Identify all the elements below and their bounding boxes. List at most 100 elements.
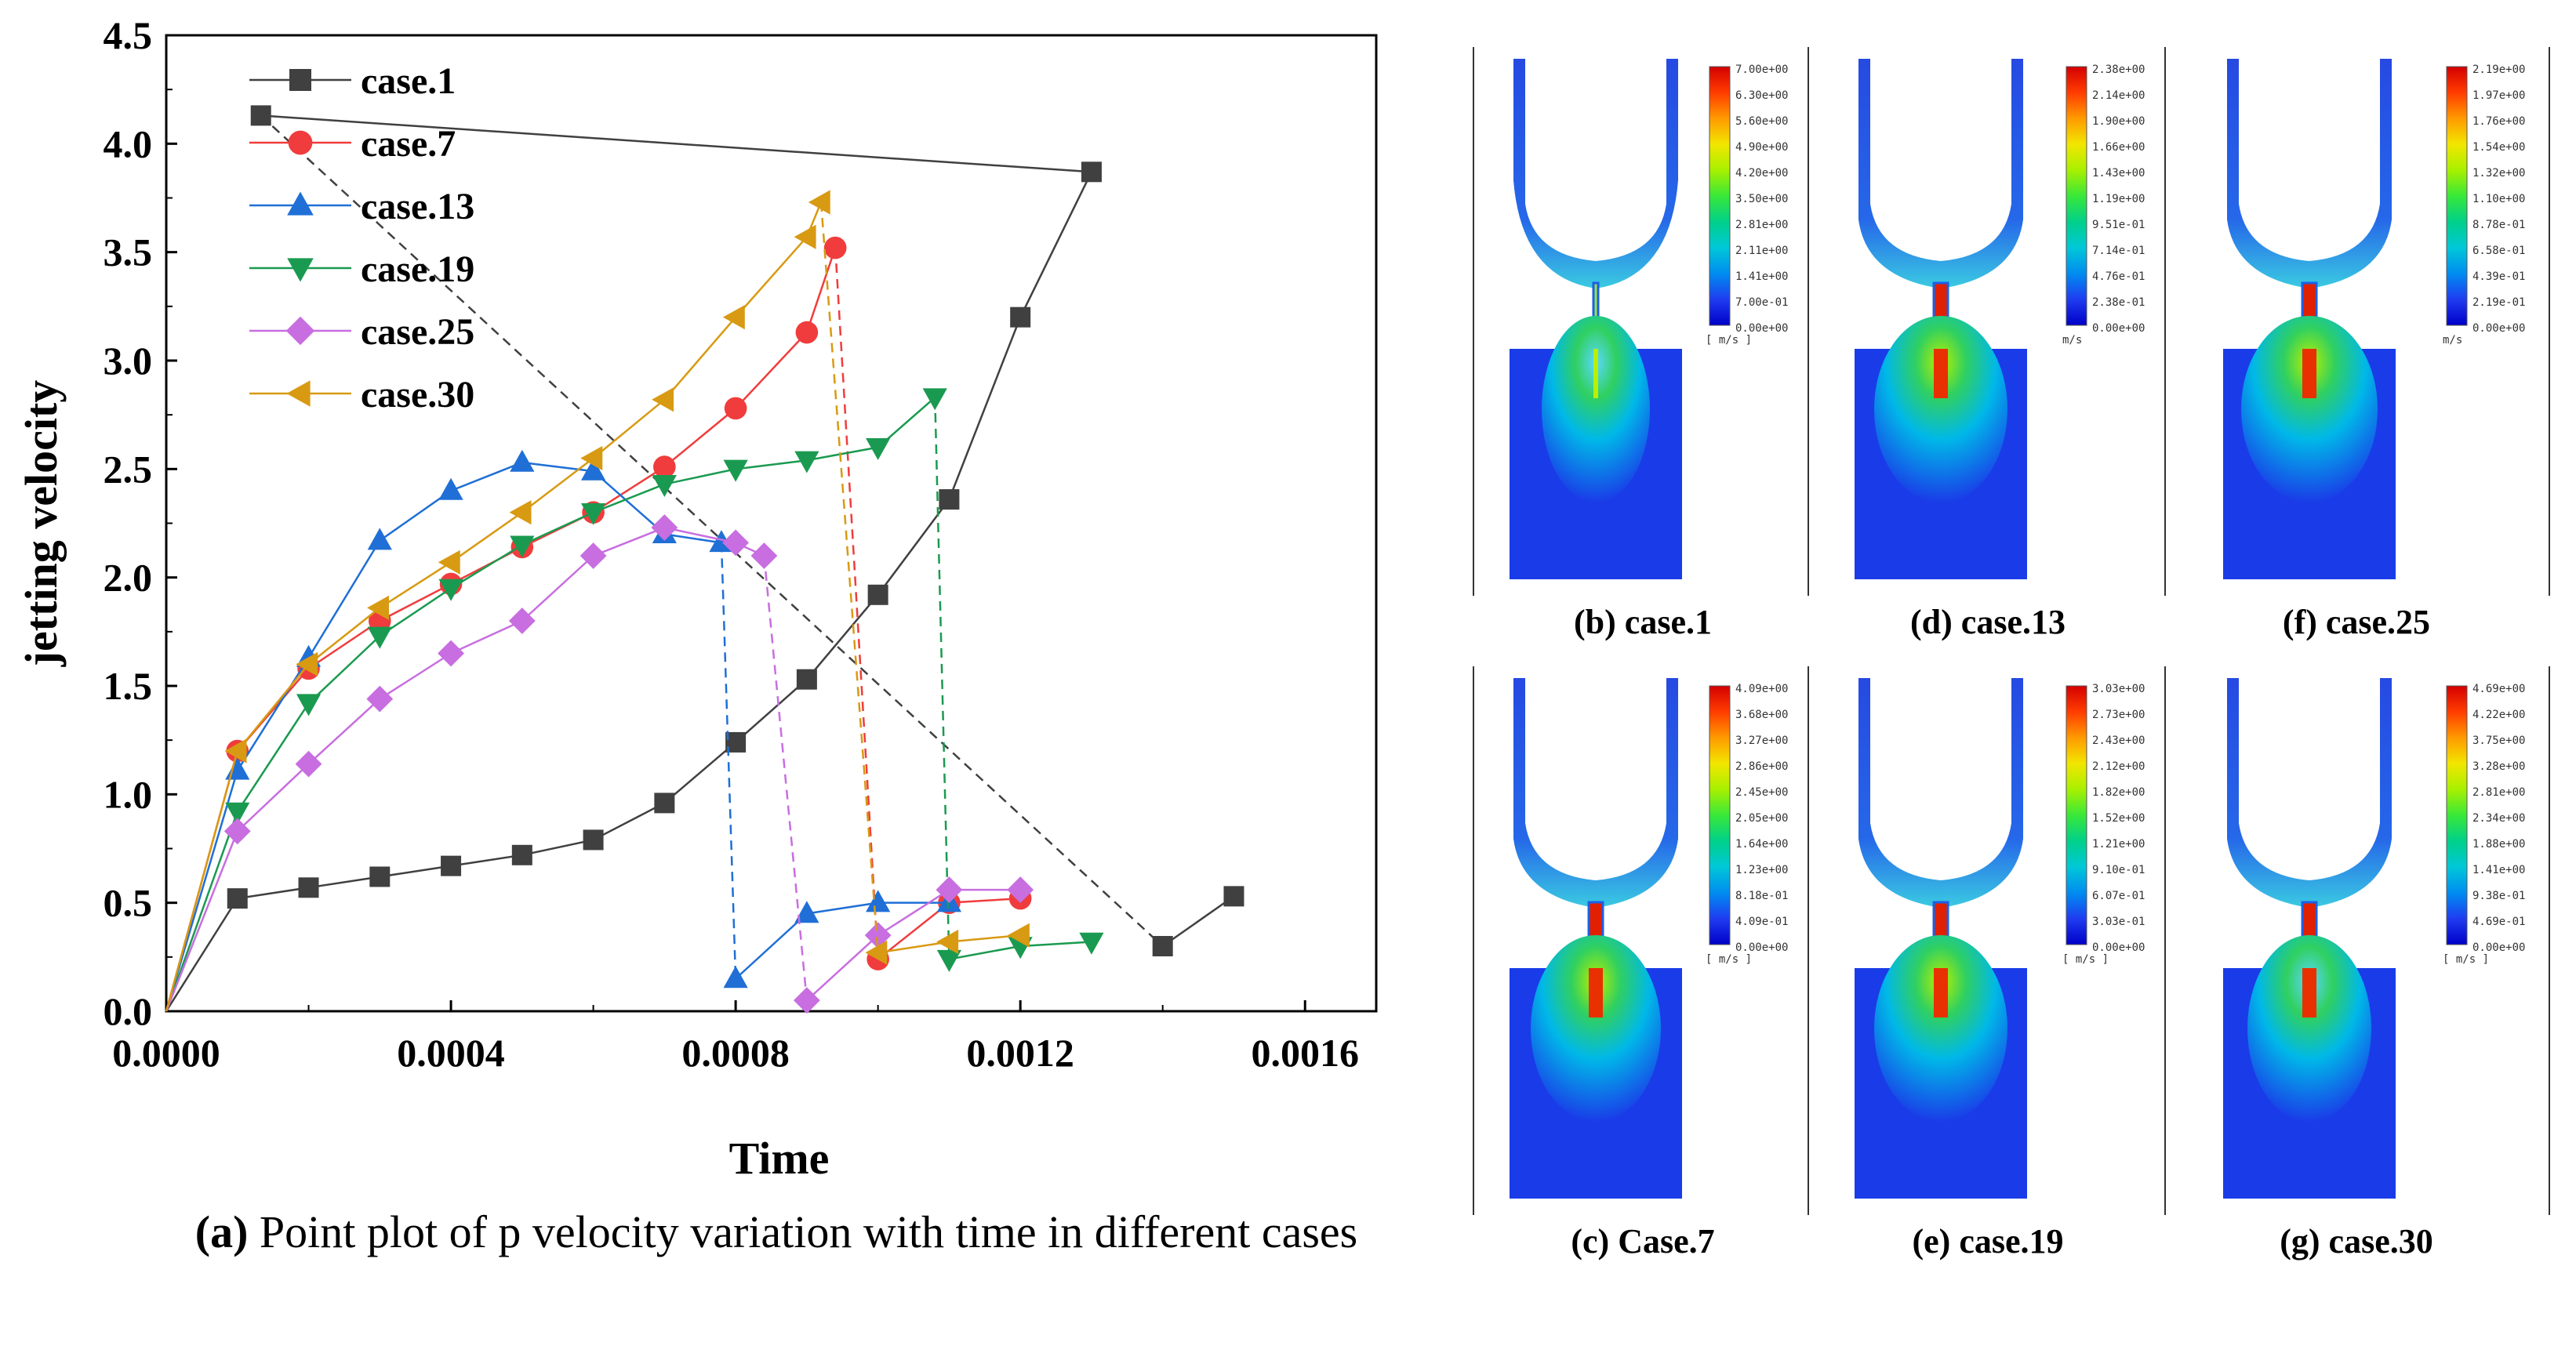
colorbar-tick-label: 2.11e+00 (1735, 245, 1788, 257)
data-point-case-13 (367, 528, 392, 550)
series-line-case-13 (450, 461, 523, 492)
series-line-case-25 (236, 763, 310, 832)
colorbar-tick-label: 0.00e+00 (2472, 322, 2525, 335)
data-point-case-1 (796, 669, 817, 690)
series-line-case-25 (379, 652, 452, 700)
colorbar-tick-label: 6.07e-01 (2092, 890, 2145, 902)
data-point-case-19 (866, 437, 891, 460)
colorbar-tick-label: 1.52e+00 (2092, 812, 2145, 825)
series-line-case-19 (521, 511, 594, 546)
colorbar-ticks: 4.09e+00 3.68e+00 3.27e+00 2.86e+00 2.45e+00… (1735, 683, 1788, 954)
jet-core (2302, 968, 2316, 1017)
colorbar-tick-label: 2.05e+00 (1735, 812, 1788, 825)
data-point-case-30 (1007, 923, 1030, 948)
colorbar-tick-label: 3.50e+00 (1735, 193, 1788, 205)
series-line-case-30 (307, 607, 381, 666)
data-point-case-25 (1007, 876, 1034, 903)
legend-marker (288, 130, 313, 155)
data-point-case-19 (225, 802, 250, 825)
contour-svg-e: 3.03e+00 2.73e+00 2.43e+00 2.12e+00 1.82e+00… (1855, 678, 2145, 1199)
y-axis-label: jetting velocity (16, 380, 67, 668)
colorbar-tick-label: 4.09e+00 (1735, 683, 1788, 695)
legend-marker (286, 380, 311, 407)
series-line-case-30 (592, 398, 666, 459)
colorbar (1709, 685, 1731, 945)
series-line-case-7 (307, 619, 380, 669)
series-line-case-19 (735, 459, 808, 470)
colorbar-unit: [ m/s ] (1706, 953, 1752, 966)
data-point-case-1 (583, 829, 604, 851)
colorbar-tick-label: 1.54e+00 (2472, 141, 2525, 154)
contour-svg-b: 7.00e+00 6.30e+00 5.60e+00 4.90e+00 4.20e+00… (1510, 59, 1788, 579)
series-line-case-1 (260, 114, 1092, 173)
series-line-case-30 (877, 941, 950, 954)
panel-divider (2549, 47, 2550, 596)
x-tick-label: 0.0008 (681, 1031, 790, 1075)
colorbar-tick-label: 1.23e+00 (1735, 864, 1788, 876)
colorbar-ticks: 3.03e+00 2.73e+00 2.43e+00 2.12e+00 1.82e+00… (2092, 683, 2145, 954)
data-point-case-1 (250, 105, 271, 126)
series-line-case-19 (949, 945, 1021, 960)
data-point-case-1 (511, 844, 532, 865)
data-point-case-13 (866, 890, 891, 912)
nozzle-geometry (1858, 59, 2023, 288)
data-point-case-25 (864, 922, 892, 949)
colorbar-tick-label: 3.75e+00 (2472, 735, 2525, 747)
panel-divider (2549, 666, 2550, 1215)
jet-core (2302, 349, 2316, 398)
colorbar-tick-label: 1.88e+00 (2472, 838, 2525, 851)
data-point-case-30 (808, 190, 830, 215)
colorbar-tick-label: 3.27e+00 (1735, 735, 1788, 747)
series-line-case-1 (1161, 895, 1235, 948)
colorbar-ticks: 7.00e+00 6.30e+00 5.60e+00 4.90e+00 4.20e+00… (1735, 63, 1788, 335)
data-point-case-1 (1223, 886, 1244, 907)
data-point-case-25 (936, 876, 963, 903)
colorbar (1709, 66, 1731, 326)
colorbar-tick-label: 2.86e+00 (1735, 760, 1788, 773)
colorbar (2066, 66, 2087, 326)
caption-a: (a) Point plot of p velocity variation w… (157, 1203, 1396, 1261)
colorbar-tick-label: 3.03e-01 (2092, 916, 2145, 928)
series-line-case-1 (450, 854, 523, 867)
series-line-case-7 (877, 901, 950, 960)
colorbar-tick-label: 4.39e-01 (2472, 270, 2525, 283)
panel-divider (2164, 666, 2166, 1215)
data-point-case-30 (794, 224, 816, 249)
data-point-case-1 (298, 877, 319, 898)
data-point-case-1 (441, 855, 462, 876)
series-line-case-13 (806, 901, 878, 915)
series-line-case-30 (949, 934, 1021, 943)
data-point-case-25 (508, 608, 536, 634)
contour-panel-e: 3.03e+00 2.73e+00 2.43e+00 2.12e+00 1.82e+00… (1811, 666, 2164, 1215)
series-line-case-13 (379, 489, 452, 542)
colorbar (2066, 685, 2087, 945)
y-tick-label: 1.0 (104, 772, 153, 816)
colorbar-tick-label: 1.82e+00 (2092, 786, 2145, 799)
data-point-case-7 (724, 397, 747, 420)
colorbar-tick-label: 2.14e+00 (2092, 89, 2145, 102)
series-line-case-19 (236, 702, 310, 813)
series-line-case-25 (806, 934, 879, 1002)
data-point-case-1 (369, 866, 391, 887)
data-point-case-13 (580, 458, 606, 481)
series-line-case-25 (664, 526, 736, 544)
series-line-case-1 (1019, 171, 1093, 318)
data-point-case-25 (438, 640, 464, 667)
series-line-case-7 (735, 332, 808, 409)
data-point-case-1 (654, 793, 675, 814)
data-point-case-25 (366, 685, 394, 713)
series-line-case-30 (379, 561, 452, 609)
jet-plume (1531, 935, 1661, 1122)
data-point-case-13 (510, 449, 535, 472)
colorbar-tick-label: 3.68e+00 (1735, 709, 1788, 721)
colorbar-tick-label: 3.03e+00 (2092, 683, 2145, 695)
data-point-case-1 (1081, 161, 1102, 183)
series-line-case-19 (307, 635, 381, 705)
nozzle-geometry (1858, 678, 2023, 908)
data-point-case-19 (936, 949, 962, 972)
contour-panel-g: 4.69e+00 4.22e+00 3.75e+00 3.28e+00 2.81e+00… (2168, 666, 2545, 1215)
jet-plume (1874, 935, 2007, 1122)
jet-plume (2247, 935, 2371, 1122)
series-line-case-7 (805, 247, 837, 333)
colorbar-tick-label: 1.21e+00 (2092, 838, 2145, 851)
